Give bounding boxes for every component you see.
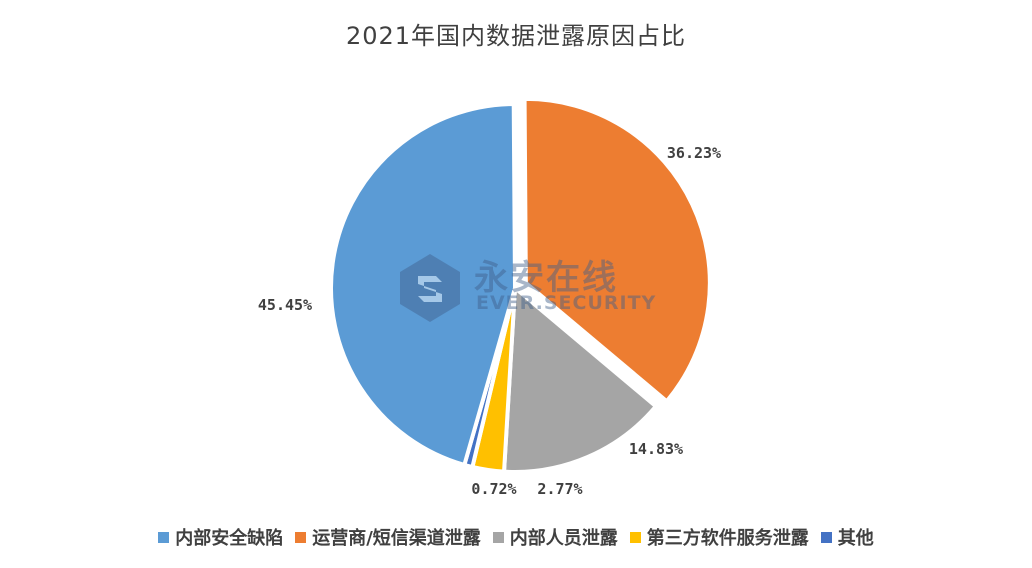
chart-legend: 内部安全缺陷 运营商/短信渠道泄露 内部人员泄露 第三方软件服务泄露 其他: [0, 524, 1032, 550]
legend-item-5: 其他: [820, 524, 874, 550]
legend-swatch: [158, 531, 170, 543]
data-label-4: 2.77%: [537, 480, 582, 498]
data-label-1: 45.45%: [258, 296, 312, 314]
legend-label: 其他: [837, 528, 874, 549]
legend-swatch: [629, 531, 641, 543]
legend-swatch: [295, 531, 307, 543]
legend-item-2: 运营商/短信渠道泄露: [295, 524, 481, 550]
legend-label: 内部人员泄露: [509, 528, 618, 549]
data-label-2: 36.23%: [667, 144, 721, 162]
pie-slice-3: [502, 286, 658, 474]
pie-slice-2: [522, 96, 712, 404]
pie-slices: [329, 96, 712, 474]
legend-item-1: 内部安全缺陷: [158, 524, 283, 550]
data-label-5: 0.72%: [471, 480, 516, 498]
legend-label: 第三方软件服务泄露: [646, 528, 809, 549]
data-label-3: 14.83%: [629, 440, 683, 458]
legend-item-3: 内部人员泄露: [492, 524, 618, 550]
legend-label: 运营商/短信渠道泄露: [312, 528, 481, 549]
legend-item-4: 第三方软件服务泄露: [629, 524, 809, 550]
pie-slice-1: [329, 102, 517, 467]
chart-title: 2021年国内数据泄露原因占比: [345, 22, 687, 50]
legend-swatch: [820, 531, 832, 543]
pie-labels: 36.23% 14.83% 2.77% 0.72% 45.45%: [258, 144, 721, 498]
legend-label: 内部安全缺陷: [175, 528, 284, 549]
legend-swatch: [492, 531, 504, 543]
